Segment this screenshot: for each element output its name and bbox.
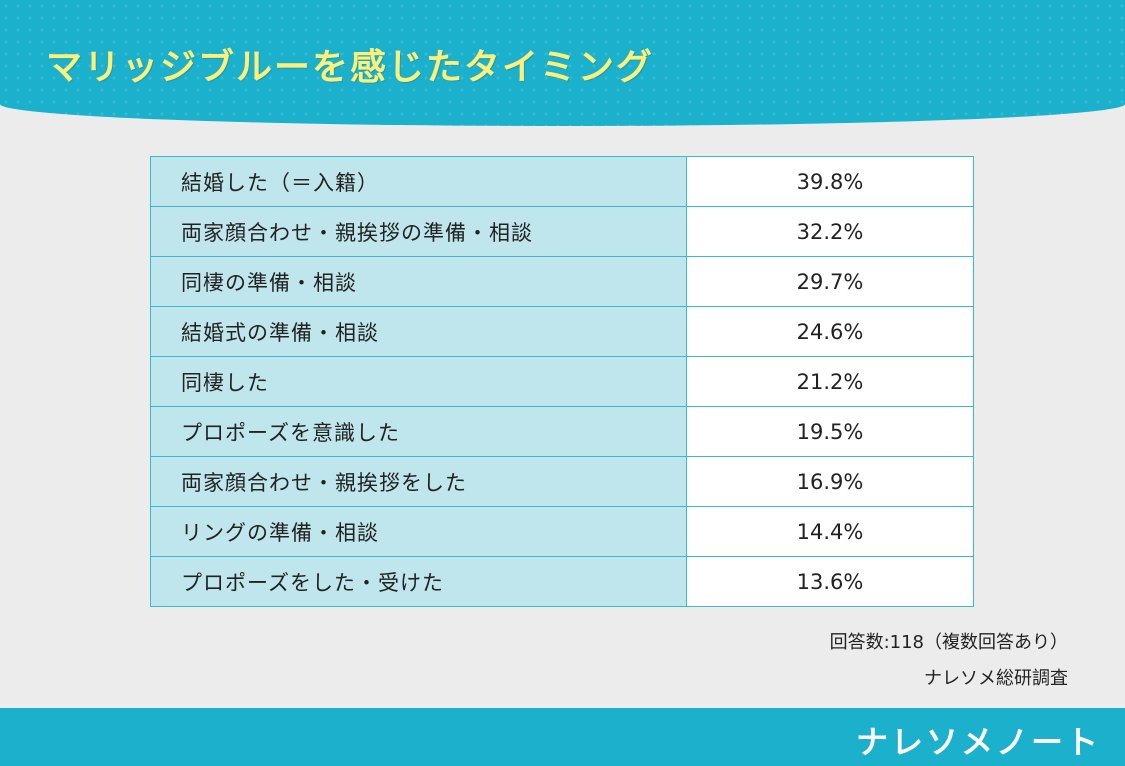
row-label: プロポーズを意識した xyxy=(150,406,687,457)
row-value: 39.8% xyxy=(686,156,974,207)
row-label: リングの準備・相談 xyxy=(150,506,687,557)
row-label: 結婚式の準備・相談 xyxy=(150,306,687,357)
brand-logo: ナレソメノート xyxy=(855,723,1101,761)
row-value: 29.7% xyxy=(686,256,974,307)
row-label: 同棲の準備・相談 xyxy=(150,256,687,307)
data-table: 結婚した（＝入籍） 39.8% 両家顔合わせ・親挨拶の準備・相談 32.2% 同棲の準備… xyxy=(150,156,974,607)
table-row: リングの準備・相談 14.4% xyxy=(150,506,974,557)
source-note: ナレソメ総研調査 xyxy=(924,668,1068,689)
table-row: 両家顔合わせ・親挨拶の準備・相談 32.2% xyxy=(150,206,974,257)
row-value: 19.5% xyxy=(686,406,974,457)
row-value: 21.2% xyxy=(686,356,974,407)
table-row: 両家顔合わせ・親挨拶をした 16.9% xyxy=(150,456,974,507)
row-value: 24.6% xyxy=(686,306,974,357)
table-row: プロポーズを意識した 19.5% xyxy=(150,406,974,457)
header-banner: マリッジブルーを感じたタイミング xyxy=(0,0,1125,126)
row-label: 両家顔合わせ・親挨拶をした xyxy=(150,456,687,507)
row-value: 16.9% xyxy=(686,456,974,507)
table-row: 結婚した（＝入籍） 39.8% xyxy=(150,156,974,207)
row-label: 結婚した（＝入籍） xyxy=(150,156,687,207)
row-label: 両家顔合わせ・親挨拶の準備・相談 xyxy=(150,206,687,257)
table-row: 同棲の準備・相談 29.7% xyxy=(150,256,974,307)
footer-bar: ナレソメノート xyxy=(0,708,1125,766)
respondents-note: 回答数:118（複数回答あり） xyxy=(829,632,1068,653)
table-row: プロポーズをした・受けた 13.6% xyxy=(150,556,974,607)
page-title: マリッジブルーを感じたタイミング xyxy=(46,47,655,88)
table-row: 結婚式の準備・相談 24.6% xyxy=(150,306,974,357)
table-row: 同棲した 21.2% xyxy=(150,356,974,407)
row-value: 32.2% xyxy=(686,206,974,257)
row-label: 同棲した xyxy=(150,356,687,407)
row-value: 13.6% xyxy=(686,556,974,607)
row-value: 14.4% xyxy=(686,506,974,557)
table-body: 結婚した（＝入籍） 39.8% 両家顔合わせ・親挨拶の準備・相談 32.2% 同棲の準備… xyxy=(150,156,974,607)
row-label: プロポーズをした・受けた xyxy=(150,556,687,607)
